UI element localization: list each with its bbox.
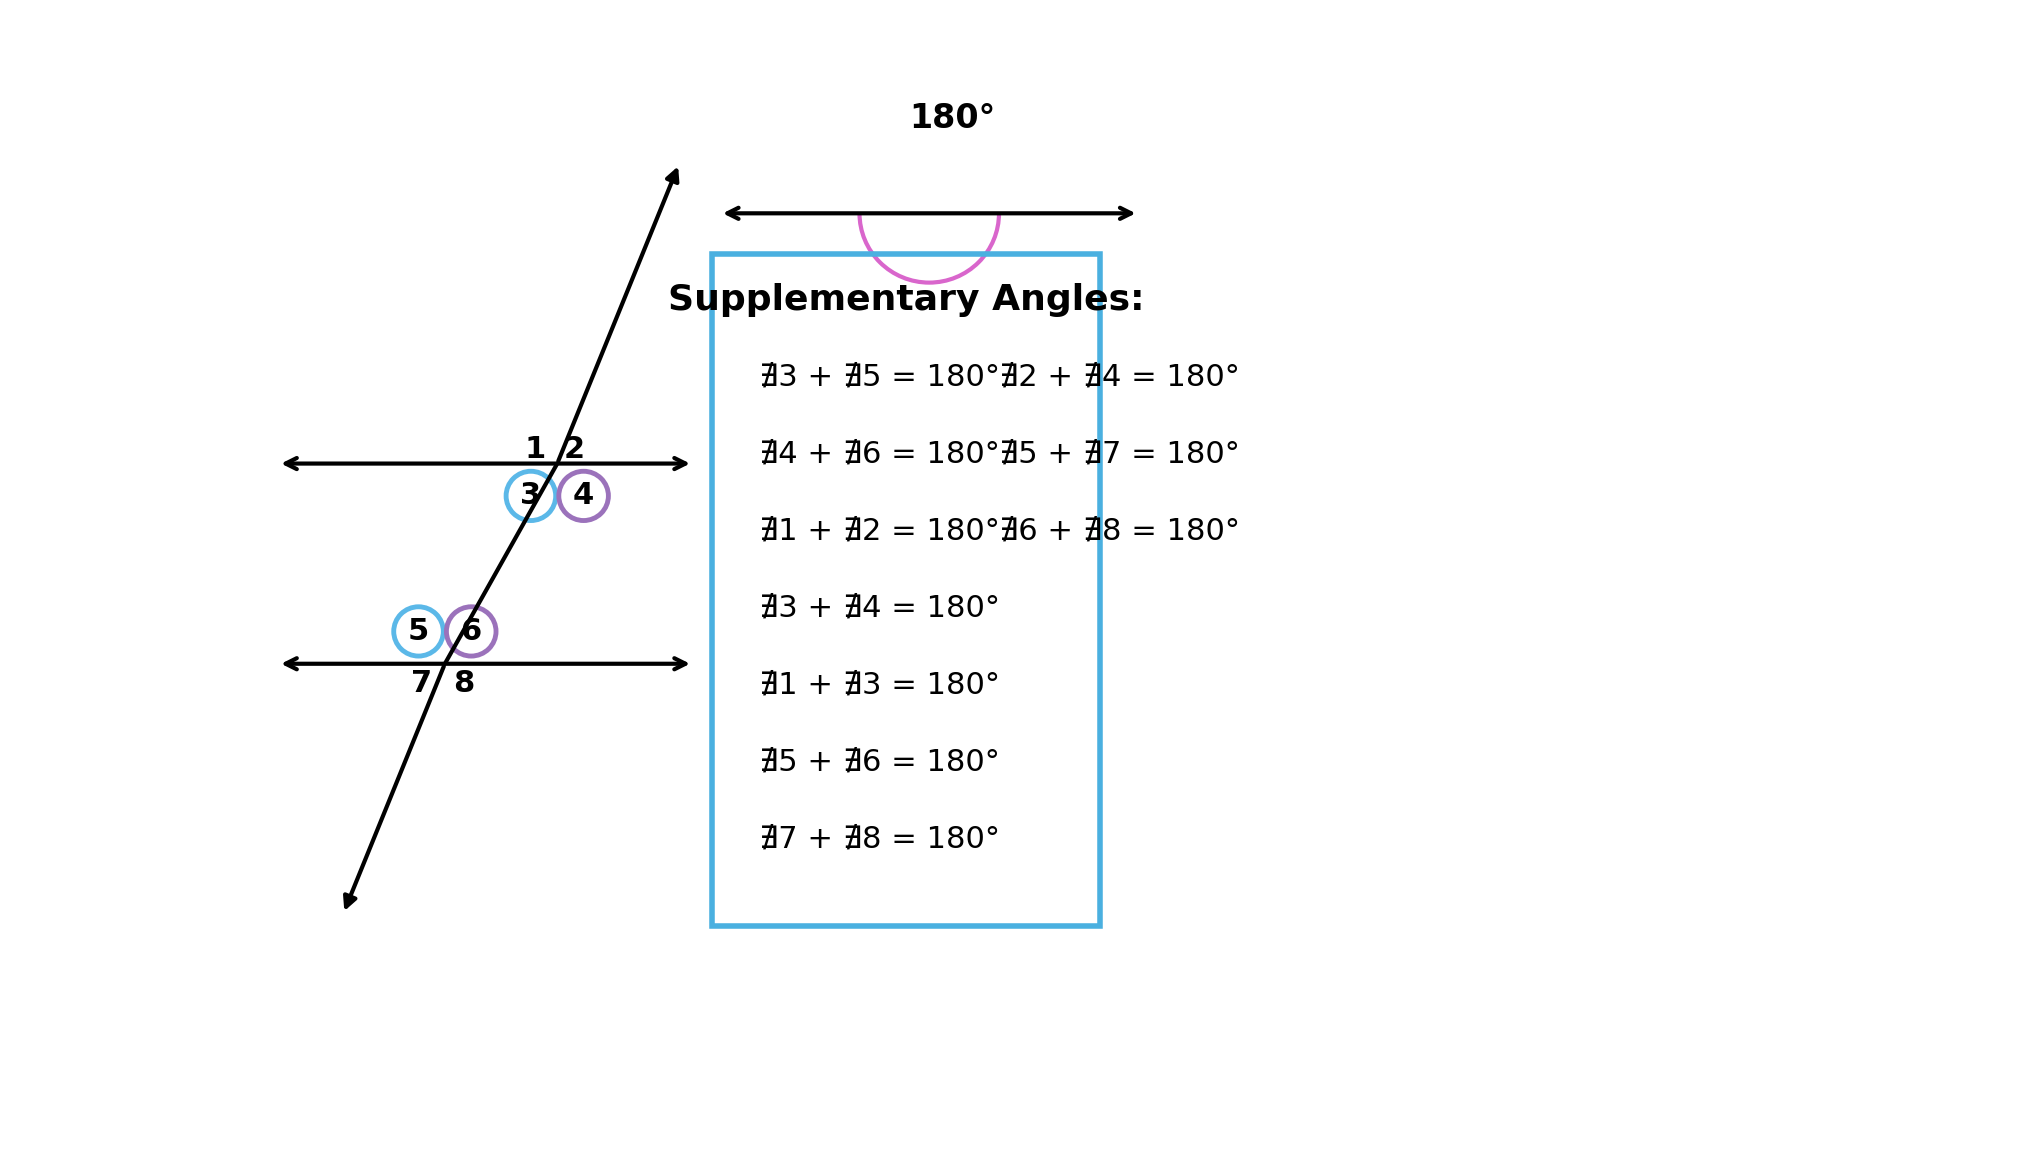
Text: ∄1 + ∄3 = 180°: ∄1 + ∄3 = 180° — [759, 670, 999, 700]
Text: 180°: 180° — [909, 102, 995, 134]
Text: 2: 2 — [563, 436, 585, 464]
Text: ∄5 + ∄6 = 180°: ∄5 + ∄6 = 180° — [759, 748, 999, 777]
Text: 1: 1 — [524, 436, 546, 464]
Text: ∄2 + ∄4 = 180°: ∄2 + ∄4 = 180° — [999, 363, 1240, 391]
Text: Supplementary Angles:: Supplementary Angles: — [667, 284, 1144, 318]
Text: ∄1 + ∄2 = 180°: ∄1 + ∄2 = 180° — [759, 516, 999, 545]
Text: ∄7 + ∄8 = 180°: ∄7 + ∄8 = 180° — [759, 825, 999, 854]
Text: 6: 6 — [461, 617, 481, 646]
Text: 8: 8 — [453, 668, 473, 697]
Text: 7: 7 — [412, 668, 432, 697]
Text: 3: 3 — [520, 481, 540, 510]
Text: ∄6 + ∄8 = 180°: ∄6 + ∄8 = 180° — [999, 516, 1240, 545]
Text: ∄3 + ∄5 = 180°: ∄3 + ∄5 = 180° — [759, 363, 999, 391]
Text: ∄5 + ∄7 = 180°: ∄5 + ∄7 = 180° — [999, 440, 1240, 468]
Text: 5: 5 — [408, 617, 428, 646]
Text: ∄3 + ∄4 = 180°: ∄3 + ∄4 = 180° — [759, 593, 999, 623]
Text: 4: 4 — [573, 481, 593, 510]
Text: ∄4 + ∄6 = 180°: ∄4 + ∄6 = 180° — [759, 440, 999, 468]
